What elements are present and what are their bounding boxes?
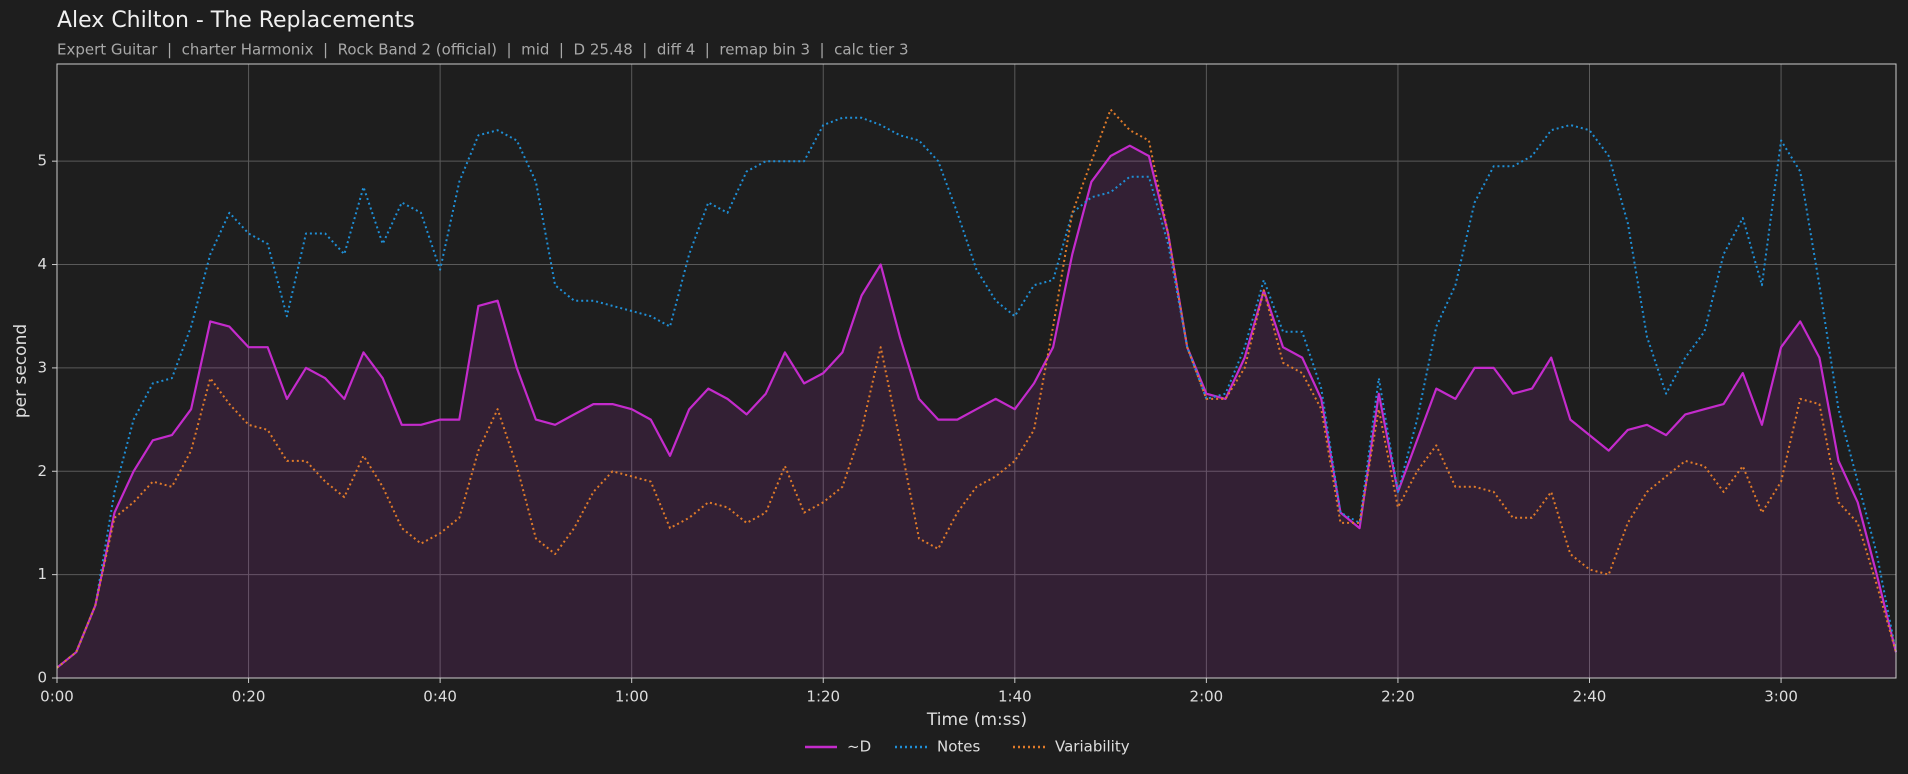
x-axis-label: Time (m:ss) [926, 710, 1027, 730]
y-tick-label: 4 [37, 255, 47, 273]
y-axis-label: per second [11, 324, 31, 418]
x-tick-label: 3:00 [1764, 688, 1798, 706]
y-tick-label: 5 [37, 152, 47, 170]
x-tick-label: 1:40 [998, 688, 1032, 706]
y-tick-label: 2 [37, 462, 47, 480]
x-tick-label: 2:40 [1573, 688, 1607, 706]
legend-label: ~D [847, 738, 871, 756]
x-tick-label: 0:40 [423, 688, 457, 706]
line [56, 116, 1897, 669]
area [57, 145, 1896, 678]
plot-frame [56, 63, 1897, 679]
x-tick-label: 0:00 [40, 688, 74, 706]
x-tick-label: 0:20 [232, 688, 266, 706]
chart-title: Alex Chilton - The Replacements [57, 8, 415, 33]
x-tick-label: 1:00 [615, 688, 649, 706]
x-tick-label: 2:00 [1190, 688, 1224, 706]
x-tick-label: 2:20 [1381, 688, 1415, 706]
legend-label: Notes [937, 738, 981, 756]
y-tick-label: 1 [37, 565, 47, 583]
y-tick-label: 0 [37, 669, 47, 687]
line [56, 108, 1897, 669]
line [56, 144, 1898, 669]
x-tick-label: 1:20 [806, 688, 840, 706]
legend-label: Variability [1055, 738, 1130, 756]
chart-subtitle: Expert Guitar | charter Harmonix | Rock … [57, 41, 909, 59]
y-tick-label: 3 [37, 358, 47, 376]
